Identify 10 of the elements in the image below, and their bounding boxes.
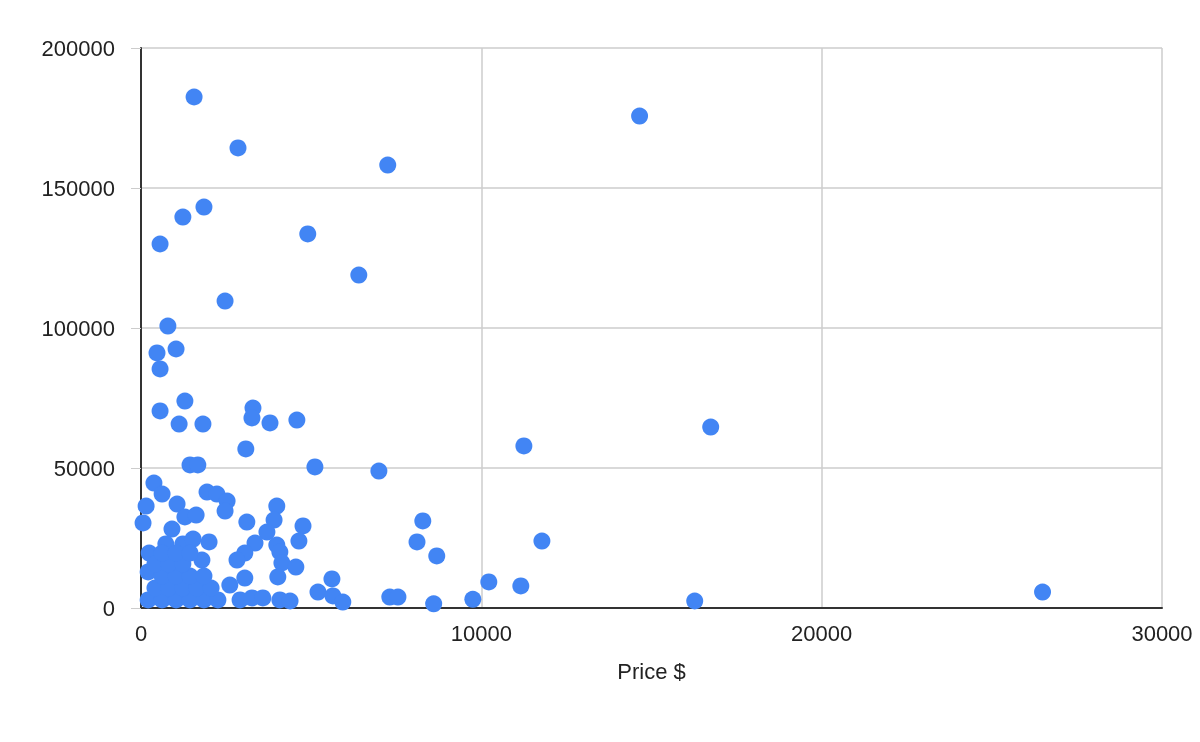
x-tick-label: 30000 (1131, 620, 1193, 646)
y-tick-label: 50000 (53, 455, 115, 481)
y-tick-label: 200000 (41, 35, 115, 61)
y-tick-label: 100000 (41, 315, 115, 341)
x-tick-label: 10000 (450, 620, 512, 646)
x-tick-label: 20000 (791, 620, 853, 646)
x-tick-label: 0 (134, 620, 148, 646)
y-tick-label: 150000 (41, 175, 115, 201)
x-axis-title: Price $ (617, 658, 686, 684)
y-tick-label: 0 (102, 595, 115, 621)
